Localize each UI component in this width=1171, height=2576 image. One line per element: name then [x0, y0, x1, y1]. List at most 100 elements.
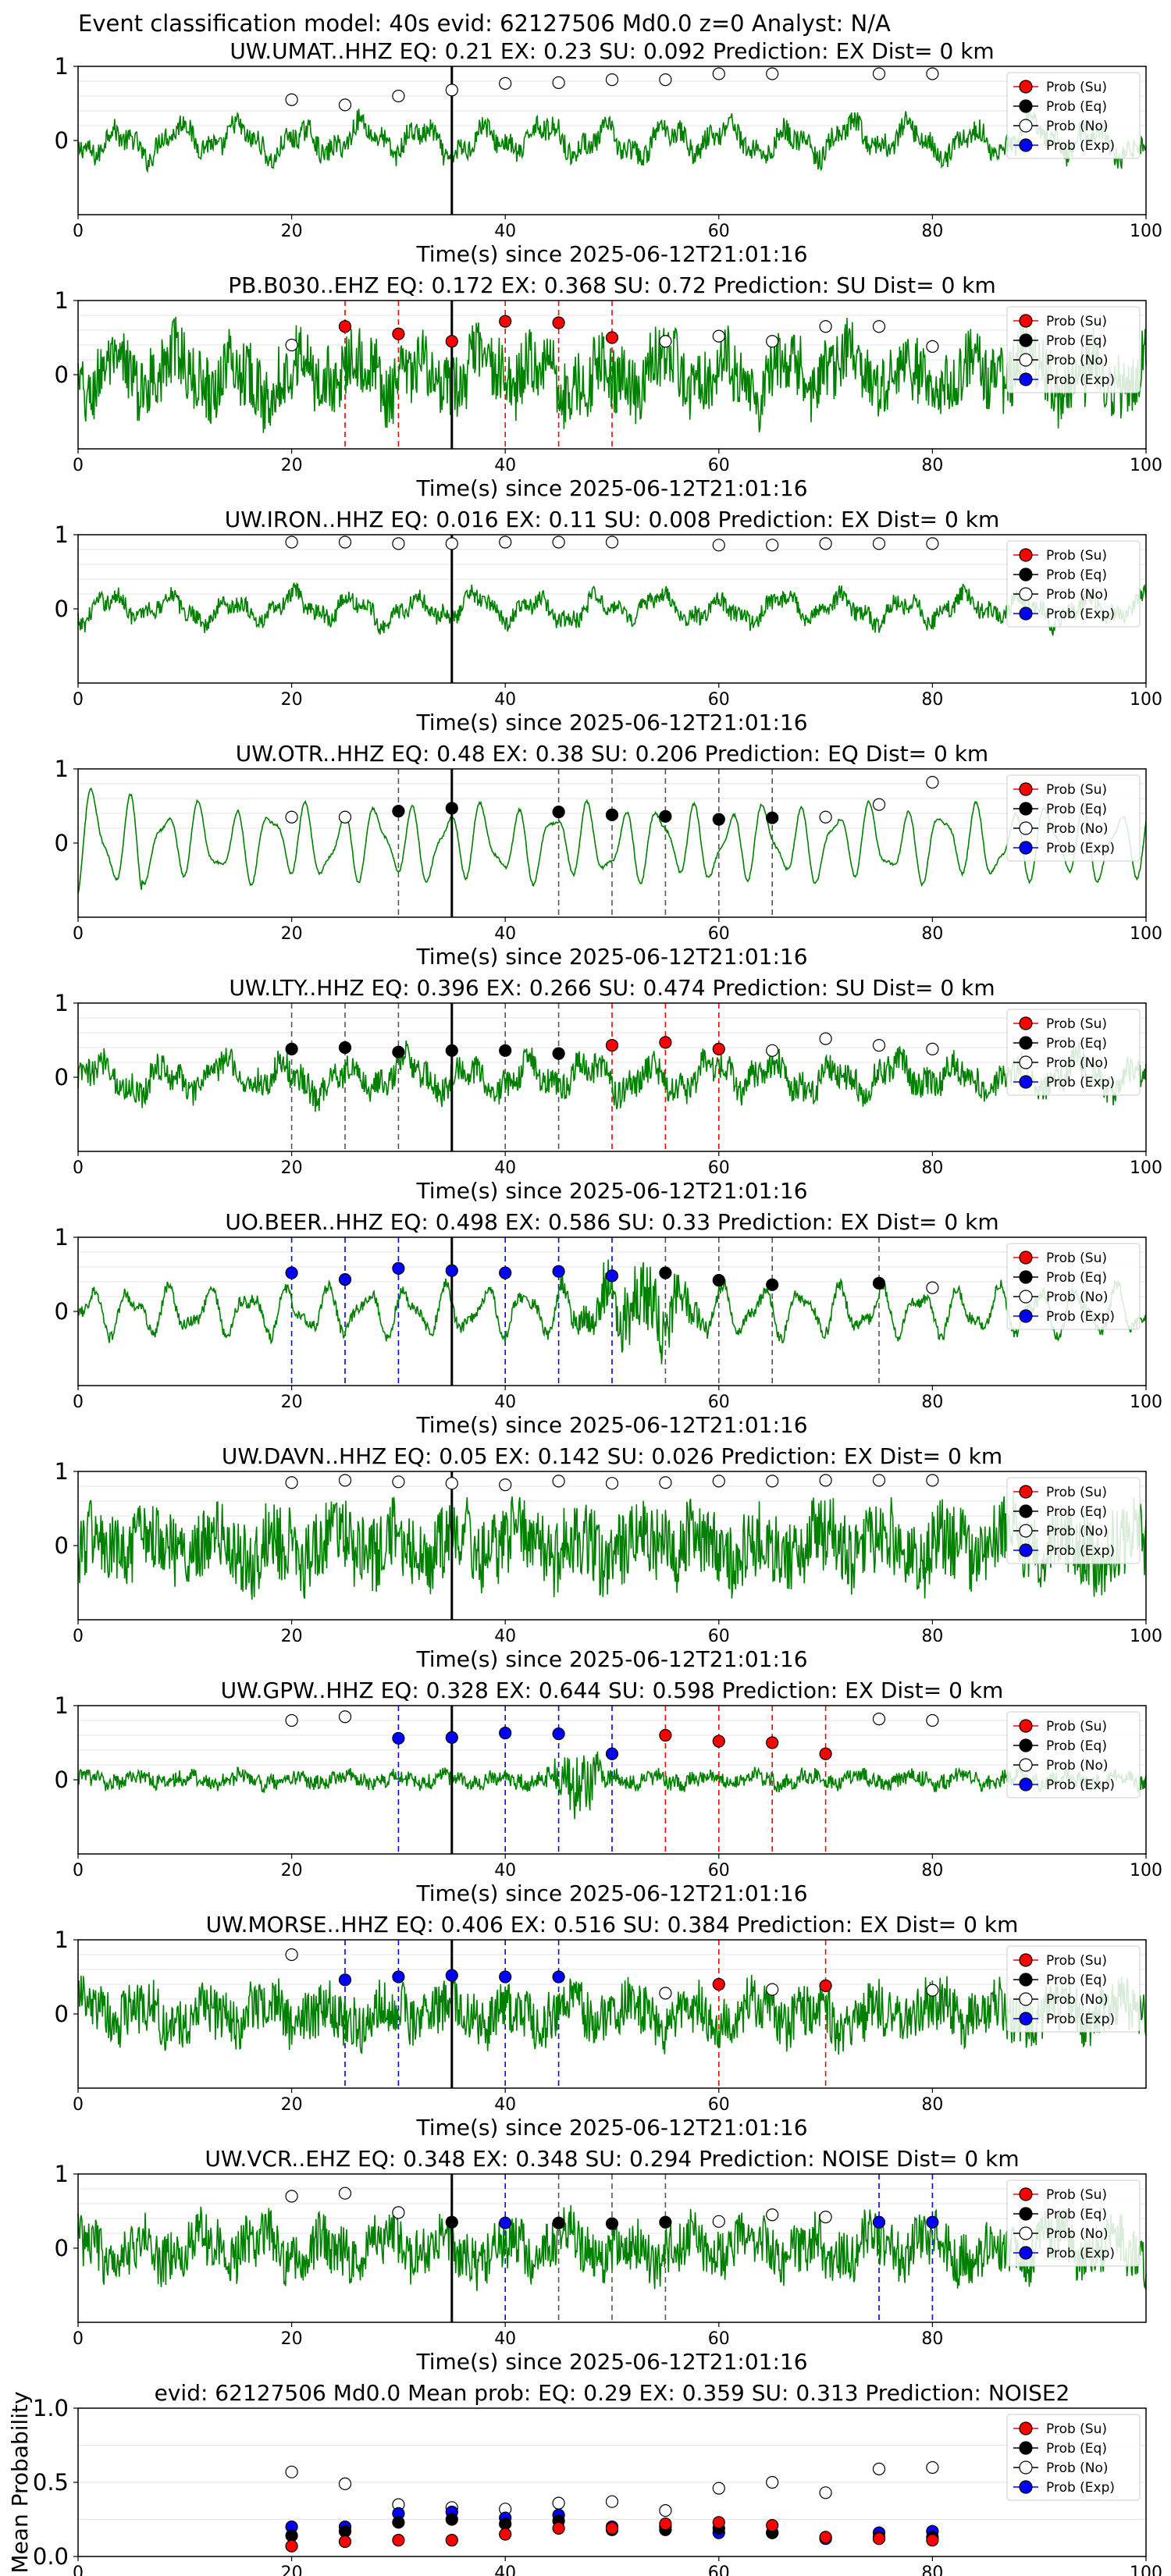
prob-point-no [499, 1478, 512, 1492]
y-tick-label: 0.0 [33, 2543, 69, 2570]
legend-label: Prob (Su) [1046, 782, 1107, 798]
legend-label: Prob (No) [1046, 119, 1109, 134]
prob-point-no [926, 1984, 939, 1997]
legend-label: Prob (Su) [1046, 1719, 1107, 1735]
prob-point-no [712, 67, 725, 80]
prob-point-no [926, 340, 939, 353]
legend-marker-eq [1019, 1036, 1033, 1050]
x-axis-label: Time(s) since 2025-06-12T21:01:16 [415, 1412, 807, 1438]
panel-6: UO.BEER..HHZ EQ: 0.498 EX: 0.586 SU: 0.3… [55, 1209, 1162, 1438]
prob-point-no [659, 1476, 672, 1489]
figure-title: Event classification model: 40s evid: 62… [78, 10, 891, 37]
prob-point-exp [285, 1266, 298, 1279]
legend-label: Prob (No) [1046, 587, 1109, 603]
y-tick-label: 1.0 [33, 2395, 69, 2421]
prob-point-no [392, 89, 405, 103]
prob-point-no [285, 1476, 298, 1489]
prob-point-su [605, 331, 619, 344]
y-tick-label: 0 [55, 830, 69, 856]
legend-label: Prob (Exp) [1046, 2480, 1115, 2496]
mean-point-su [605, 2521, 619, 2535]
y-tick-label: 0 [55, 2235, 69, 2261]
x-tick-label: 100 [1130, 1158, 1162, 1178]
panels: UW.UMAT..HHZ EQ: 0.21 EX: 0.23 SU: 0.092… [7, 38, 1162, 2576]
prob-point-su [766, 1736, 779, 1749]
legend-marker-exp [1019, 2480, 1033, 2494]
panel-title: UO.BEER..HHZ EQ: 0.498 EX: 0.586 SU: 0.3… [225, 1209, 998, 1235]
prob-point-no [499, 76, 512, 90]
y-tick-label: 1 [55, 990, 69, 1016]
legend-marker-no [1019, 1524, 1033, 1538]
mean-point-no [819, 2486, 832, 2500]
x-tick-label: 80 [921, 1627, 943, 1646]
prob-point-eq [766, 811, 779, 824]
panel-11: evid: 62127506 Md0.0 Mean prob: EQ: 0.29… [7, 2380, 1162, 2576]
x-axis-label: Time(s) since 2025-06-12T21:01:16 [415, 241, 807, 267]
prob-point-no [499, 535, 512, 549]
x-tick-label: 60 [708, 1393, 730, 1412]
panel-title: UW.VCR..EHZ EQ: 0.348 EX: 0.348 SU: 0.29… [205, 2146, 1019, 2172]
legend-box [1006, 1945, 1141, 2033]
x-tick-label: 60 [708, 924, 730, 944]
legend-marker-eq [1019, 1973, 1033, 1987]
prob-point-eq [659, 809, 672, 823]
legend-box [1006, 1477, 1141, 1564]
prob-point-no [659, 1987, 672, 2000]
x-tick-label: 40 [494, 1393, 516, 1412]
x-tick-label: 20 [281, 924, 303, 944]
prob-point-exp [392, 1261, 405, 1276]
legend-label: Prob (No) [1046, 1055, 1109, 1071]
x-tick-label: 40 [494, 222, 516, 241]
x-tick-label: 20 [281, 1627, 303, 1646]
legend-label: Prob (Exp) [1046, 1777, 1115, 1793]
prob-point-no [712, 1475, 725, 1488]
y-tick-label: 0.5 [33, 2469, 69, 2496]
y-tick-label: 1 [55, 1458, 69, 1485]
x-tick-label: 20 [281, 1158, 303, 1178]
legend-marker-exp [1019, 372, 1033, 386]
waveform-trace [77, 108, 1147, 174]
x-tick-label: 60 [708, 2564, 730, 2576]
prob-point-eq [605, 2217, 619, 2230]
legend-marker-su [1019, 2421, 1033, 2435]
prob-point-no [926, 537, 939, 550]
prob-point-eq [445, 802, 458, 815]
legend-marker-su [1019, 782, 1033, 796]
prob-point-eq [659, 1266, 672, 1279]
waveform-trace [77, 316, 1147, 433]
legend-marker-exp [1019, 2246, 1033, 2260]
prob-point-no [872, 67, 886, 80]
x-tick-label: 0 [73, 222, 84, 241]
prob-point-no [926, 67, 939, 80]
x-tick-label: 100 [1130, 1393, 1162, 1412]
x-tick-label: 80 [921, 690, 943, 710]
prob-point-eq [445, 1044, 458, 1057]
x-tick-label: 80 [921, 1393, 943, 1412]
prob-point-no [766, 2208, 779, 2222]
y-tick-label: 0 [55, 361, 69, 388]
legend-marker-no [1019, 587, 1033, 601]
panel-title: evid: 62127506 Md0.0 Mean prob: EQ: 0.29… [155, 2380, 1070, 2406]
prob-point-no [766, 335, 779, 348]
x-tick-label: 0 [73, 690, 84, 710]
legend-marker-su [1019, 80, 1033, 94]
panel-5: UW.LTY..HHZ EQ: 0.396 EX: 0.266 SU: 0.47… [55, 975, 1162, 1204]
prob-point-no [766, 67, 779, 80]
x-tick-label: 0 [73, 1861, 84, 1880]
panel-title: UW.GPW..HHZ EQ: 0.328 EX: 0.644 SU: 0.59… [221, 1678, 1004, 1703]
prob-point-exp [392, 1970, 405, 1984]
prob-point-su [659, 1036, 672, 1049]
x-tick-label: 20 [281, 1861, 303, 1880]
prob-point-no [338, 535, 352, 549]
legend-marker-eq [1019, 99, 1033, 113]
x-tick-label: 0 [73, 1158, 84, 1178]
legend-label: Prob (Eq) [1046, 333, 1107, 349]
panel-10: UW.VCR..EHZ EQ: 0.348 EX: 0.348 SU: 0.29… [55, 2146, 1147, 2375]
legend-label: Prob (Exp) [1046, 2012, 1115, 2027]
prob-point-su [392, 327, 405, 340]
prob-point-no [338, 98, 352, 112]
mean-point-eq [392, 2516, 405, 2529]
prob-point-no [552, 1475, 565, 1488]
legend-label: Prob (No) [1046, 1290, 1109, 1305]
prob-point-no [285, 810, 298, 824]
